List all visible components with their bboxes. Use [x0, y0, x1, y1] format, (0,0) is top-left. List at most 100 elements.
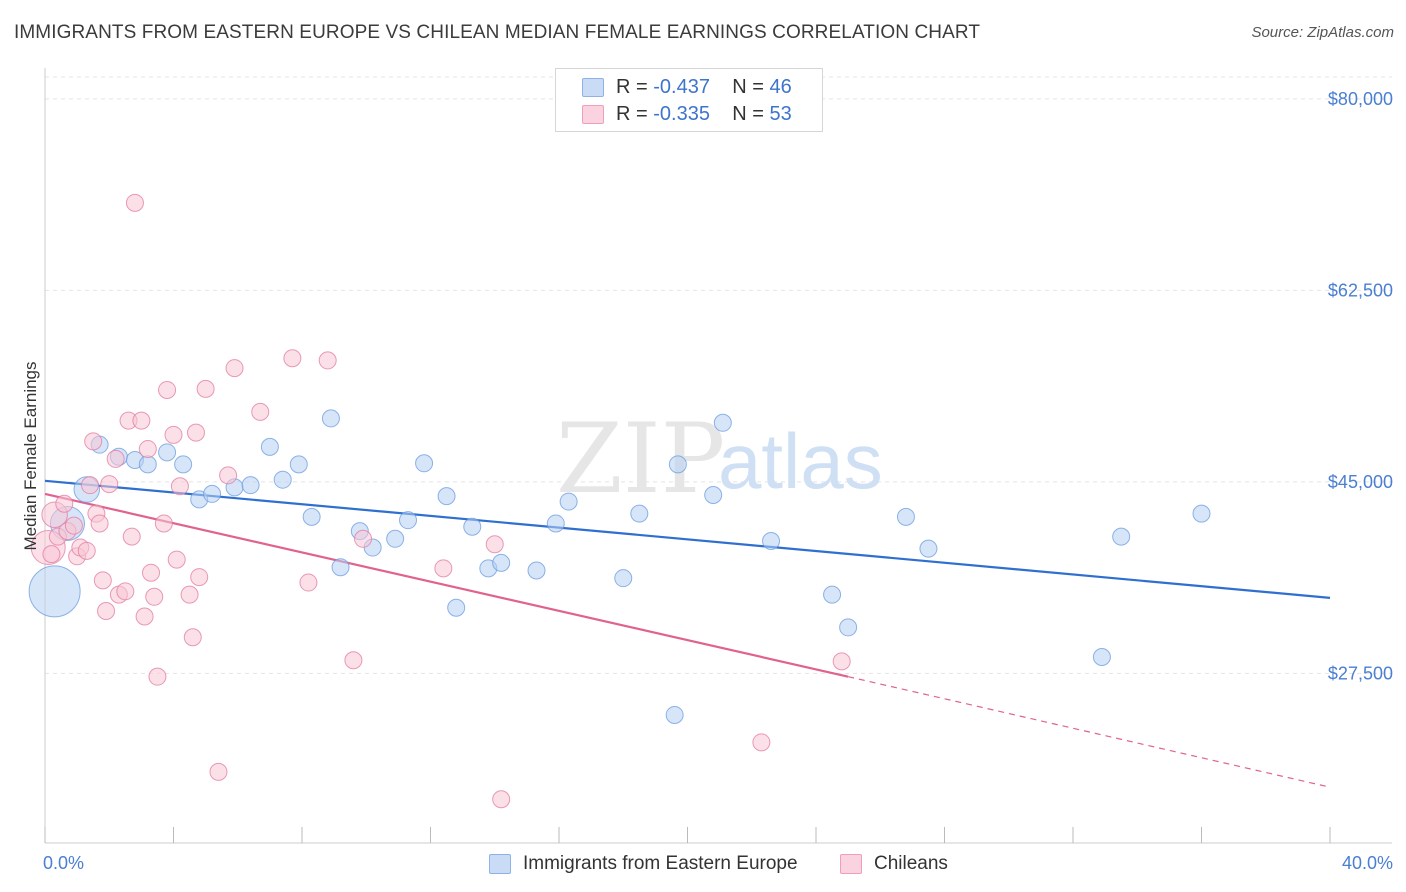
- point-eastern-europe: [527, 561, 546, 580]
- trend-line-chileans-extension: [847, 676, 1331, 788]
- point-chileans: [434, 559, 453, 578]
- point-chileans: [344, 651, 363, 670]
- point-chileans: [318, 351, 337, 370]
- point-chileans: [832, 652, 851, 671]
- point-chileans: [142, 563, 161, 582]
- legend-n-label: N =: [732, 102, 764, 125]
- point-chileans: [164, 425, 183, 444]
- legend-row-eastern-europe: R = -0.437 N = 46: [582, 75, 792, 99]
- watermark-zip: ZIP: [556, 403, 725, 515]
- point-chileans: [122, 527, 141, 546]
- point-eastern-europe: [437, 487, 456, 506]
- zipatlas-watermark: ZIP atlas: [556, 403, 883, 515]
- point-chileans: [492, 790, 511, 809]
- x-tick-label: 40.0%: [1342, 853, 1393, 873]
- point-chileans: [158, 380, 177, 399]
- point-eastern-europe: [463, 517, 482, 536]
- point-eastern-europe: [415, 454, 434, 473]
- legend-r-value: -0.437: [653, 75, 710, 98]
- point-chileans: [170, 477, 189, 496]
- point-chileans: [125, 193, 144, 212]
- point-chileans: [64, 516, 83, 535]
- point-eastern-europe: [762, 531, 781, 550]
- point-chileans: [190, 568, 209, 587]
- watermark-atlas: atlas: [718, 417, 883, 505]
- point-chileans: [80, 476, 99, 495]
- point-chileans: [154, 514, 173, 533]
- point-eastern-europe: [713, 413, 732, 432]
- point-eastern-europe: [1092, 647, 1111, 666]
- y-tick-label: $62,500: [1328, 280, 1393, 300]
- point-eastern-europe: [559, 492, 578, 511]
- point-eastern-europe: [823, 585, 842, 604]
- point-eastern-europe: [302, 507, 321, 526]
- point-eastern-europe: [399, 511, 418, 530]
- point-eastern-europe: [1112, 527, 1131, 546]
- legend-row-chileans: R = -0.335 N = 53: [582, 102, 792, 126]
- point-chileans: [180, 585, 199, 604]
- point-eastern-europe: [492, 553, 511, 572]
- point-chileans: [283, 349, 302, 368]
- point-chileans: [225, 359, 244, 378]
- chart-title: IMMIGRANTS FROM EASTERN EUROPE VS CHILEA…: [14, 22, 981, 43]
- point-eastern-europe: [839, 618, 858, 637]
- point-chileans: [90, 514, 109, 533]
- y-axis-title: Median Female Earnings: [21, 362, 40, 551]
- point-chileans: [42, 545, 61, 564]
- point-chileans: [145, 587, 164, 606]
- series-legend-chileans: Chileans: [840, 852, 948, 876]
- y-tick-label: $45,000: [1328, 472, 1393, 492]
- point-eastern-europe: [896, 507, 915, 526]
- point-chileans: [77, 541, 96, 560]
- point-chileans: [55, 494, 74, 513]
- legend-n-value: 53: [769, 102, 792, 125]
- series-label: Immigrants from Eastern Europe: [523, 853, 798, 874]
- point-chileans: [752, 733, 771, 752]
- y-tick-label: $80,000: [1328, 89, 1393, 109]
- point-chileans: [138, 440, 157, 459]
- point-chileans: [84, 432, 103, 451]
- point-eastern-europe: [321, 409, 340, 428]
- point-eastern-europe: [28, 565, 81, 618]
- legend-n-value: 46: [769, 75, 792, 98]
- y-tick-label: $27,500: [1328, 663, 1393, 683]
- point-chileans: [209, 762, 228, 781]
- point-eastern-europe: [289, 455, 308, 474]
- point-chileans: [97, 602, 116, 621]
- point-chileans: [167, 550, 186, 569]
- point-eastern-europe: [614, 569, 633, 588]
- series-legend-eastern-europe: Immigrants from Eastern Europe: [489, 852, 798, 876]
- legend-r-label: R =: [616, 102, 648, 125]
- grid-lines: [45, 76, 1392, 674]
- point-eastern-europe: [1192, 504, 1211, 523]
- point-eastern-europe: [260, 437, 279, 456]
- point-chileans: [183, 628, 202, 647]
- series-swatch-pink: [840, 854, 862, 874]
- series-swatch-blue: [489, 854, 511, 874]
- correlation-legend: R = -0.437 N = 46 R = -0.335 N = 53: [555, 68, 823, 132]
- point-eastern-europe: [665, 705, 684, 724]
- x-tick-label: 0.0%: [43, 853, 84, 873]
- point-eastern-europe: [241, 476, 260, 495]
- trend-line-chileans: [44, 492, 849, 678]
- point-eastern-europe: [138, 455, 157, 474]
- point-chileans: [132, 411, 151, 430]
- point-eastern-europe: [158, 443, 177, 462]
- point-chileans: [135, 607, 154, 626]
- point-chileans: [100, 475, 119, 494]
- point-eastern-europe: [668, 455, 687, 474]
- point-chileans: [148, 667, 167, 686]
- legend-r-value: -0.335: [653, 102, 710, 125]
- axes: $27,500 $45,000 $62,500 $80,000 0.0% 40.0%: [43, 68, 1393, 873]
- point-chileans: [186, 423, 205, 442]
- point-eastern-europe: [546, 514, 565, 533]
- point-eastern-europe: [630, 504, 649, 523]
- trend-lines: [44, 479, 1331, 788]
- point-eastern-europe: [386, 529, 405, 548]
- trend-line-eastern-europe: [44, 479, 1331, 599]
- legend-swatch-blue: [582, 77, 604, 97]
- point-eastern-europe: [704, 486, 723, 505]
- point-eastern-europe: [447, 598, 466, 617]
- legend-n-label: N =: [732, 75, 764, 98]
